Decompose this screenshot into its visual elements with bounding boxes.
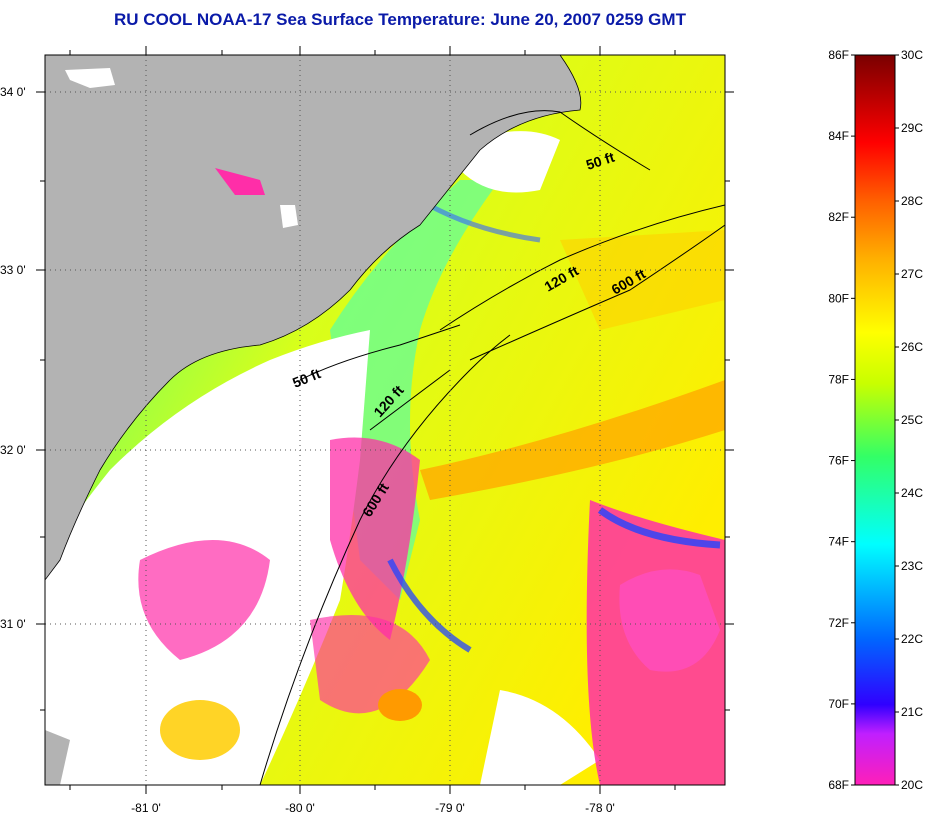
contour-120ft-north: [439, 204, 725, 331]
cloud-region-south: [480, 690, 600, 785]
colorbar-celsius-label: 23C: [901, 559, 923, 573]
map-title: RU COOL NOAA-17 Sea Surface Temperature:…: [114, 10, 686, 29]
cold-patch-inshore: [138, 540, 270, 660]
gulf-stream-warm-band: [420, 380, 725, 500]
map-ticks: [36, 46, 734, 794]
lon-label-81: -81 0': [131, 801, 161, 815]
colorbar-celsius-label: 26C: [901, 340, 923, 354]
colorbar-fahrenheit-label: 76F: [828, 454, 849, 468]
lat-label-34: 34 0': [0, 85, 26, 99]
colorbar-fahrenheit-label: 78F: [828, 372, 849, 386]
colorbar-celsius-label: 27C: [901, 267, 923, 281]
colorbar-fahrenheit-label: 72F: [828, 616, 849, 630]
cold-front-blue-south: [387, 558, 472, 653]
colorbar-celsius-label: 20C: [901, 778, 923, 792]
colorbar-celsius-label: 29C: [901, 121, 923, 135]
lat-label-32: 32 0': [0, 443, 26, 457]
colorbar-fahrenheit-label: 80F: [828, 291, 849, 305]
colorbar-gradient: [854, 54, 896, 786]
lon-label-80: -80 0': [285, 801, 315, 815]
lon-label-79: -79 0': [435, 801, 465, 815]
warm-spot-south: [378, 689, 422, 721]
colorbar-celsius-label: 30C: [901, 48, 923, 62]
colorbar-celsius-label: 25C: [901, 413, 923, 427]
contour-600ft: [469, 224, 725, 361]
colorbar-fahrenheit-label: 86F: [828, 48, 849, 62]
contour-600ft-south: [259, 334, 511, 785]
land-mass: [45, 55, 582, 581]
inland-speck: [65, 68, 115, 88]
colorbar-celsius-label: 21C: [901, 705, 923, 719]
cold-front-blue-east: [597, 507, 721, 549]
warm-spot-southwest: [160, 700, 240, 760]
colorbar-fahrenheit-label: 74F: [828, 535, 849, 549]
colorbar-celsius-label: 28C: [901, 194, 923, 208]
graticule: [45, 55, 725, 785]
colorbar-fahrenheit-label: 84F: [828, 129, 849, 143]
cloud-region-bay: [460, 131, 560, 193]
colorbar-ticks: [851, 54, 899, 786]
lat-label-31: 31 0': [0, 617, 26, 631]
colorbar-fahrenheit-label: 68F: [828, 778, 849, 792]
map-frame: [44, 54, 726, 786]
cold-edge-nearshore: [330, 437, 420, 640]
contour-50ft-south: [299, 324, 461, 381]
lat-label-33: 33 0': [0, 263, 26, 277]
colorbar-fahrenheit-labels: 86F 84F 82F 80F 78F 76F 74F 72F 70F 68F: [828, 48, 849, 792]
inland-lake-speck: [215, 168, 265, 195]
colorbar-fahrenheit-label: 70F: [828, 697, 849, 711]
colorbar-fahrenheit-label: 82F: [828, 210, 849, 224]
inland-speck-2: [280, 205, 298, 228]
contour-120ft-south: [369, 369, 451, 431]
warm-offshore-patch: [560, 230, 725, 330]
cold-patch-south: [310, 615, 430, 714]
colorbar-celsius-label: 22C: [901, 632, 923, 646]
colorbar-celsius-labels: 30C 29C 28C 27C 26C 25C 24C 23C 22C 21C 20C: [901, 48, 923, 792]
land-mass-southwest: [45, 730, 70, 785]
colorbar-celsius-label: 24C: [901, 486, 923, 500]
cold-edge-east: [586, 500, 725, 785]
lon-label-78: -78 0': [585, 801, 615, 815]
contour-50ft-north: [469, 110, 651, 171]
